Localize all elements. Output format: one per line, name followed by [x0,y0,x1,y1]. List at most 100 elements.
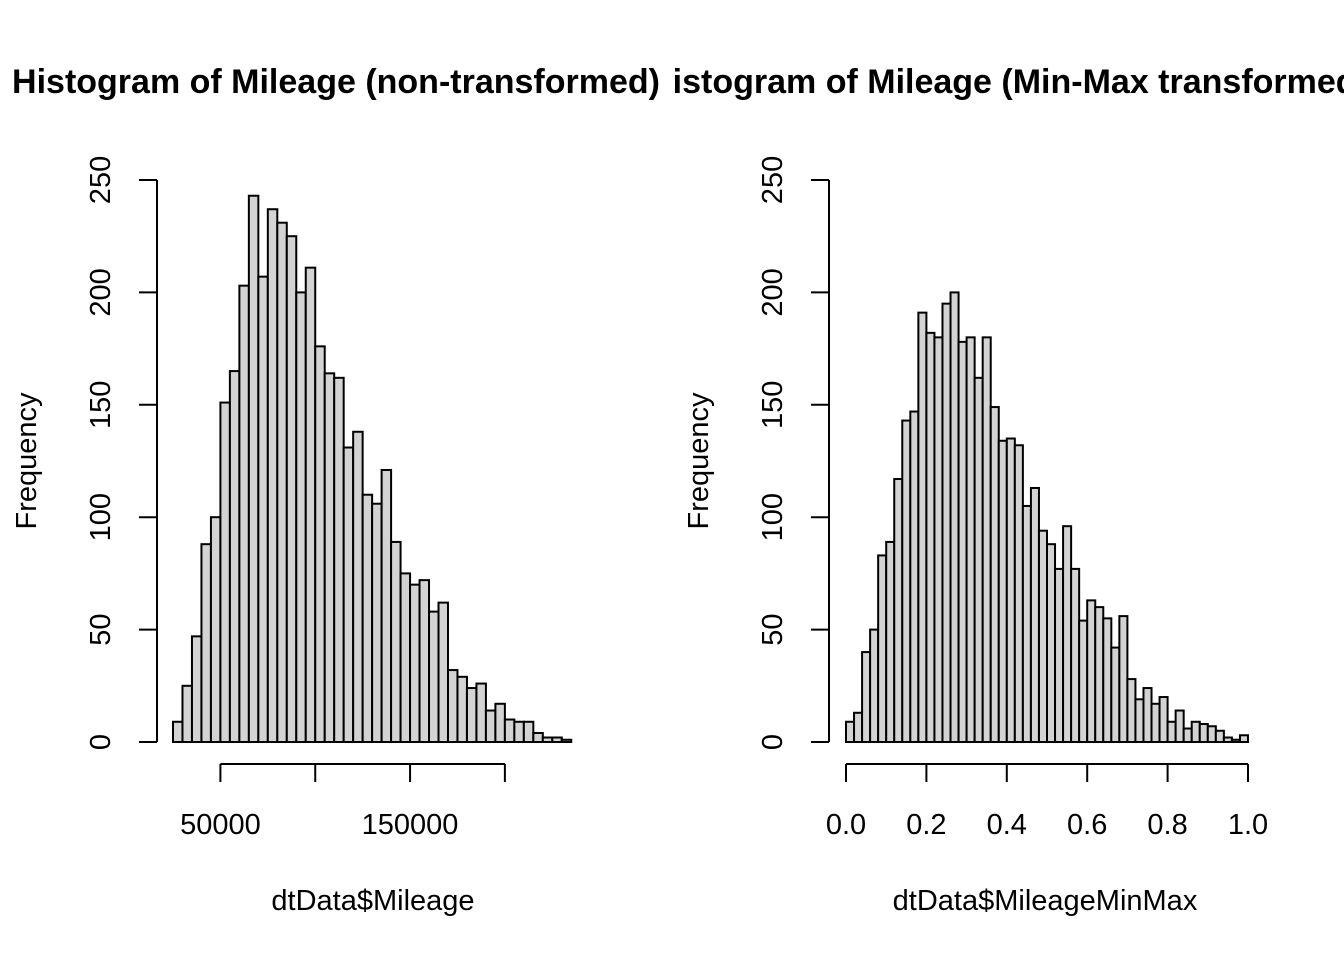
histogram-bar [399,572,412,744]
histogram-bar [965,336,976,743]
histogram-bar [228,370,241,743]
histogram-bar [247,194,260,744]
y-tick-label: 50 [85,613,117,645]
histogram-bars [172,194,573,744]
histogram-bar [209,516,222,744]
histogram-bar [869,628,880,743]
histogram-bar [1222,736,1233,743]
histogram-bar [484,709,497,744]
histogram-bar [1166,720,1177,744]
histogram-bar [465,687,478,743]
histogram-bar [1182,727,1193,744]
histogram-bar [342,446,355,743]
histogram-bar [238,284,250,743]
histogram-bar [503,718,516,744]
histogram-bar [1005,437,1016,743]
mileage-histogram-panel: Histogram of Mileage (non-transformed) 0… [11,63,660,917]
x-tick-label: 50000 [180,809,261,841]
histogram-bar [390,540,402,743]
histogram-bar [1037,529,1048,743]
y-tick-label: 250 [757,156,789,204]
histogram-bar [1190,720,1201,744]
x-axis: 0.0 0.2 0.4 0.6 0.8 1.0 [826,763,1268,841]
histogram-bar [522,720,535,744]
chart-title: Histogram of Mileage (Min-Max transforme… [648,63,1344,101]
y-tick-label: 50 [757,613,789,645]
histogram-bar [861,651,872,744]
histogram-bar [1021,504,1032,743]
histogram-bar [352,430,364,743]
histogram-bar [1118,615,1129,743]
x-tick-label: 0.8 [1147,809,1187,841]
x-tick-label: 0.4 [987,809,1027,841]
y-tick-label: 100 [757,493,789,541]
histogram-bar [446,669,459,743]
histogram-bar [1102,617,1113,743]
histogram-bar [1086,599,1097,743]
histogram-bar [494,702,506,744]
chart-title: Histogram of Mileage (non-transformed) [12,63,660,101]
histogram-bar [257,275,269,743]
histogram-bar [276,221,288,743]
histogram-bar [475,682,487,743]
histogram-bars [845,291,1249,744]
histogram-bar [200,543,212,743]
histogram-bar [981,336,992,743]
histogram-bar [314,345,326,743]
histogram-bar [532,732,544,744]
histogram-bar [1230,738,1241,743]
x-axis: 50000 150000 [180,763,506,841]
x-axis-label: dtData$MileageMinMax [893,885,1198,917]
y-tick-label: 100 [85,493,117,541]
histogram-bar [1158,696,1169,743]
histogram-bar [190,635,203,744]
histogram-bar [1110,646,1121,744]
histogram-bar [989,406,1000,743]
histogram-bar [1062,525,1073,743]
histogram-bar [266,208,279,744]
histogram-bar [1046,543,1057,743]
histogram-bar [551,736,563,743]
histogram-bar [1126,678,1137,743]
histogram-bar [371,502,383,743]
histogram-bar [877,554,888,743]
histogram-bar [304,266,317,743]
histogram-bar [901,419,912,743]
histogram-bar [181,684,193,743]
histogram-bar [1094,606,1105,743]
histogram-bar [997,439,1008,743]
histogram-bar [456,675,468,743]
y-tick-label: 150 [85,381,117,429]
histogram-bar [560,738,573,743]
x-tick-label: 1.0 [1228,809,1268,841]
histogram-bar [172,720,184,744]
x-tick-label: 150000 [362,809,459,841]
histogram-bar [949,291,960,743]
x-tick-label: 0.0 [826,809,866,841]
histogram-bar [1174,709,1185,744]
histogram-bar [917,311,928,743]
histogram-bar [295,291,307,743]
y-axis-label: Frequency [683,392,715,530]
histogram-bar [285,235,298,743]
histogram-bar [1214,729,1225,744]
histogram-bar [513,720,525,744]
histogram-bar [845,720,856,744]
histogram-bar [1054,567,1065,744]
histogram-bar [323,372,336,743]
y-tick-label: 200 [85,268,117,316]
histogram-bar [1150,702,1161,744]
histogram-bar [957,340,968,743]
histogram-bar [428,610,440,743]
histogram-bar [541,736,554,743]
histogram-bar [941,302,952,743]
histogram-bar [437,601,449,743]
histogram-bar [1198,723,1209,744]
x-axis-label: dtData$Mileage [271,885,474,917]
histogram-bar [409,583,421,744]
histogram-bar [1134,698,1145,743]
histogram-bar [933,336,944,743]
histogram-bar [1238,734,1249,744]
x-tick-label: 0.6 [1067,809,1107,841]
